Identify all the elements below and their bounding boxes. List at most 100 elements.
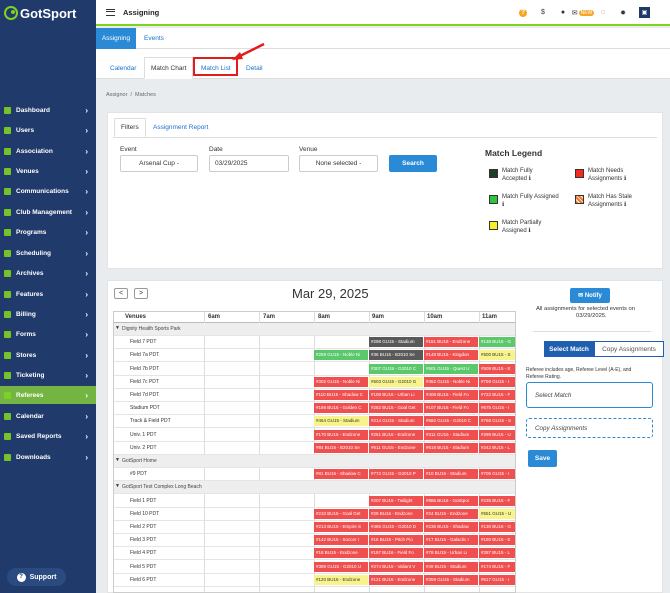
search-button[interactable]: Search [389,155,437,172]
match-block[interactable]: #213 BU15 - Empire S [314,522,369,532]
chat-icon[interactable]: ◌ [600,9,606,16]
match-block[interactable]: #29 BU16 - Endzone [369,508,424,519]
match-block[interactable]: #148 BU15 - Kingdon [424,350,479,361]
match-block[interactable]: #130 BU16 - G [479,522,515,532]
match-block[interactable]: #142 BU16 - Soccer I [314,535,369,546]
match-block[interactable]: #197 BU16 - Field Fo [369,548,424,559]
save-button[interactable]: Save [528,450,557,467]
match-block[interactable]: #618 BU15 - Stadium [424,442,479,453]
tab-assignment-report[interactable]: Assignment Report [153,124,209,131]
tab-filters[interactable]: Filters [114,118,146,137]
match-block[interactable]: #408 BU15 - Field Fo [424,390,479,400]
match-block[interactable]: #551 GU15 - U [479,508,515,519]
match-block[interactable]: #389 GU15 - G2010 U [314,561,369,572]
sidebar-item-forms[interactable]: Forms › [0,325,96,343]
match-block[interactable]: #214 GU15 - Stadium [369,416,424,427]
tab-events[interactable]: Events [144,35,164,42]
copy-assignments-tab[interactable]: Copy Assignments [594,341,664,357]
match-block[interactable]: #108 BU16 - Urban Li [369,390,424,400]
date-input[interactable]: 03/29/2025 [209,155,289,172]
notify-button[interactable]: ✉ Notify [570,288,610,303]
tab-calendar[interactable]: Calendar [110,64,137,72]
mail-icon[interactable]: ✉ NEW [571,9,595,17]
match-block[interactable]: #121 BU16 - Endzone [369,574,424,585]
profile-avatar[interactable]: ▣ [639,7,650,18]
match-block[interactable]: #282 BU15 - Goal Get [369,403,424,414]
match-block[interactable]: #24 BU15 - Endzone [424,508,479,519]
sidebar-item-association[interactable]: Association › [0,142,96,160]
match-block[interactable]: #772 GU15 - G2010 P [369,469,424,480]
match-block[interactable]: #110 BU15 - Shadow C [314,390,369,400]
match-block[interactable]: #359 GU15 - Stadium [424,574,479,585]
sidebar-item-referees[interactable]: Referees › [0,386,96,404]
collapse-icon[interactable]: ▼ [115,483,120,490]
match-block[interactable]: #675 GU15 - I [479,403,515,414]
match-block[interactable]: #107 BU16 - Field Fo [424,403,479,414]
hamburger-menu-icon[interactable] [106,8,115,16]
match-block[interactable]: #236 BU15 - Shadow [424,522,479,532]
gotsport-logo[interactable]: GotSport [0,0,96,26]
match-block[interactable]: #207 BU15 - Twilight [369,495,424,506]
select-match-input[interactable]: Select Match [526,382,653,408]
dollar-icon[interactable]: $ [541,9,545,16]
sidebar-item-downloads[interactable]: Downloads › [0,448,96,466]
match-block[interactable]: #18 BU15 - Endzone [314,548,369,559]
match-block[interactable]: #464 GU15 - Stadium [314,416,369,427]
match-block[interactable]: #485 GU15 - G2010 D [369,522,424,532]
match-block[interactable]: #611 GU15 - Endzone [369,442,424,453]
match-block[interactable]: #759 GU15 - I [479,376,515,387]
match-block[interactable]: #10 BU16 - Stadium [424,469,479,480]
match-block[interactable]: #452 GU15 - Noble Ni [424,376,479,387]
match-block[interactable]: #170 BU16 - Endzone [314,429,369,440]
match-block[interactable]: #210 BU15 - Goal Get [314,508,369,519]
sidebar-item-billing[interactable]: Billing › [0,305,96,323]
match-block[interactable]: #603 GU15 - G2010 G [369,376,424,387]
match-block[interactable]: #705 GU15 - I [479,469,515,480]
match-block[interactable]: #36 BU15 - B2010 Se [369,350,424,361]
match-block[interactable]: #298 GU15 - Stadium [369,337,424,348]
match-block[interactable]: #509 BU15 - E [479,363,515,374]
match-block[interactable]: #299 BU15 - U [479,429,515,440]
match-block[interactable]: #886 BU16 - GotSpor [424,495,479,506]
match-block[interactable]: #169 BU16 - Golden C [314,403,369,414]
sidebar-item-communications[interactable]: Communications › [0,182,96,200]
match-block[interactable]: #84 BU15 - B2010 Se [314,442,369,453]
sidebar-item-scheduling[interactable]: Scheduling › [0,244,96,262]
match-block[interactable]: #242 BU15 - L [479,442,515,453]
match-block[interactable]: #17 BU15 - Galactic I [424,535,479,546]
sidebar-item-dashboard[interactable]: Dashboard › [0,101,96,119]
match-block[interactable]: #617 GU15 - I [479,574,515,585]
match-block[interactable]: #138 BU16 - G [479,337,515,348]
sidebar-item-ticketing[interactable]: Ticketing › [0,366,96,384]
match-block[interactable]: #722 BU15 - F [479,390,515,400]
venue-select[interactable]: None selected - [299,155,378,172]
match-block[interactable]: #235 BU15 - F [479,495,515,506]
select-match-tab[interactable]: Select Match [544,341,594,357]
match-block[interactable]: #768 GU15 - S [479,416,515,427]
event-select[interactable]: Arsenal Cup - [120,155,198,172]
match-block[interactable]: #287 BU15 - L [479,548,515,559]
match-block[interactable]: #78 BU15 - Urban Li [424,548,479,559]
match-block[interactable]: #174 BU15 - F [479,561,515,572]
sidebar-item-users[interactable]: Users › [0,121,96,139]
tab-detail[interactable]: Detail [246,64,263,72]
match-block[interactable]: #259 GU15 - Noble Ni [314,350,369,361]
sidebar-item-features[interactable]: Features › [0,285,96,303]
match-block[interactable]: #601 GU15 - Quest U [424,363,479,374]
support-button[interactable]: ? Support [7,568,66,586]
match-block[interactable]: #302 GU15 - Noble Ni [314,376,369,387]
match-block[interactable]: #307 GU15 - G2010 C [369,363,424,374]
sidebar-item-stores[interactable]: Stores › [0,346,96,364]
prev-day-button[interactable]: < [114,288,128,299]
next-day-button[interactable]: > [134,288,148,299]
tab-match-list[interactable]: Match List [201,64,231,72]
match-block[interactable]: #582 GU15 - G2010 C [424,416,479,427]
sidebar-item-venues[interactable]: Venues › [0,162,96,180]
match-block[interactable]: #81 BU16 - Shadow C [314,469,369,480]
match-block[interactable]: #274 BU15 - Valiant V [369,561,424,572]
user-icon[interactable]: ● [560,9,566,16]
sidebar-item-programs[interactable]: Programs › [0,223,96,241]
match-block[interactable]: #500 BU15 - S [479,350,515,361]
sidebar-item-archives[interactable]: Archives › [0,264,96,282]
collapse-icon[interactable]: ▼ [115,457,120,463]
